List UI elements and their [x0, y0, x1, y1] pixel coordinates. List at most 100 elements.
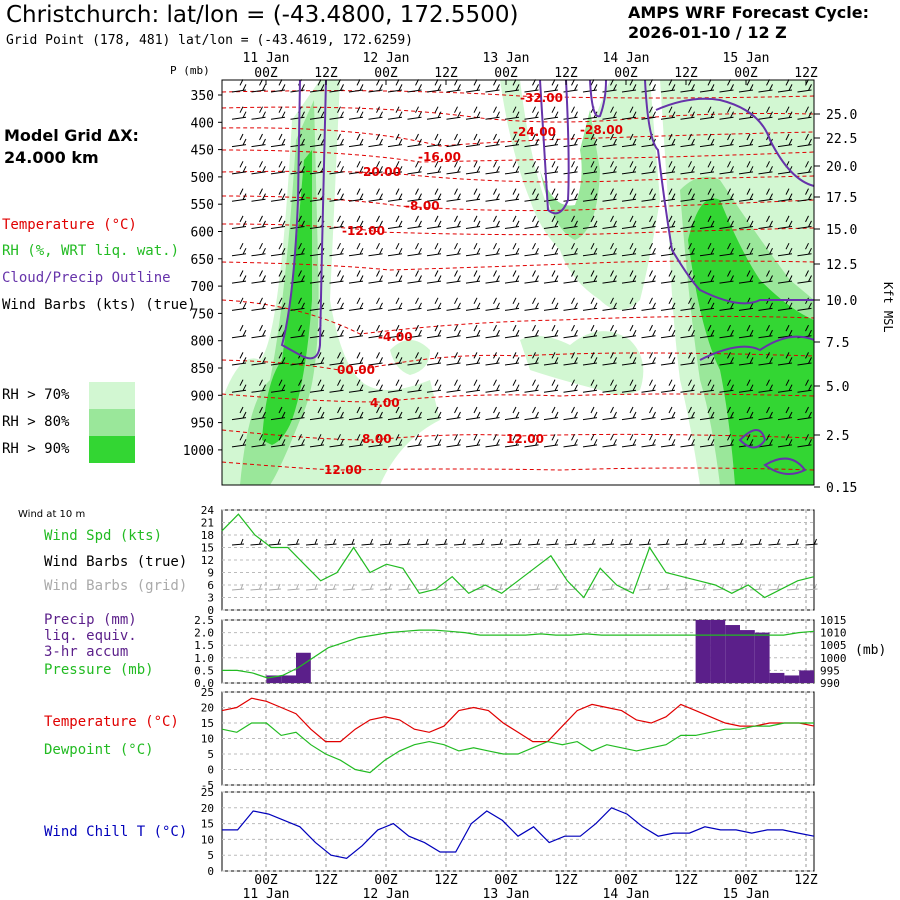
wind-barb — [251, 133, 266, 148]
wind-barb — [368, 133, 383, 148]
wind-barb — [329, 133, 344, 148]
wind-barb — [719, 188, 734, 202]
surface-wind-barb-grid — [398, 583, 411, 591]
wind-barb — [680, 434, 695, 448]
wind-barb — [485, 270, 500, 284]
wind-barb — [738, 188, 754, 202]
wind-barb — [446, 188, 461, 202]
temp-label-minus8: -8.00 — [405, 199, 440, 213]
wind-barb — [504, 297, 520, 311]
temperature-labels: -32.00 -28.00 -24.00 -16.00 -20.00 -8.00… — [324, 91, 623, 477]
wind-barb — [758, 270, 773, 284]
forecast-cycle-label: AMPS WRF Forecast Cycle: — [628, 3, 870, 22]
surface-wind-barb-true — [379, 538, 393, 546]
wind-barb — [699, 434, 715, 448]
wind-barb — [621, 379, 637, 393]
wind-barb — [290, 434, 305, 448]
y-tick-label: 2.0 — [194, 627, 214, 640]
surface-wind-barb-true — [601, 538, 615, 546]
temp-label-12-right: 12.00 — [506, 432, 544, 446]
wind-barb — [368, 297, 383, 311]
wind-barb — [426, 242, 442, 257]
top-hour-label: 00Z — [374, 66, 398, 81]
legend-rh90: RH > 90% — [2, 441, 70, 457]
wind-barb — [368, 242, 383, 257]
wind-barb — [348, 270, 364, 284]
surface-wind-barb-grid — [509, 583, 522, 591]
precip-bar — [695, 620, 711, 683]
wind-barb — [524, 352, 539, 366]
wind-barb — [465, 242, 481, 257]
precip-bar — [740, 630, 755, 683]
wind-barb — [719, 406, 734, 421]
height-tick-label: 2.5 — [826, 429, 849, 444]
wind-barb — [251, 161, 266, 175]
wind-barb — [348, 215, 364, 229]
wind-barb — [680, 242, 695, 257]
wind-barb — [426, 352, 442, 366]
pressure-tick-label: 750 — [191, 307, 214, 322]
wind-barb — [329, 106, 344, 120]
bottom-date-label: 13 Jan — [483, 887, 530, 900]
temp-label-minus20: -20.00 — [358, 165, 401, 179]
wind-barb — [602, 106, 617, 120]
wind-barb — [251, 379, 266, 393]
y-tick-label: 10 — [201, 833, 214, 846]
wind-barb — [641, 242, 656, 257]
wind-barb — [641, 215, 656, 229]
bottom-hour-label: 12Z — [794, 873, 818, 888]
wind-barb — [680, 406, 695, 421]
wind-barb — [758, 352, 773, 366]
wind-barb — [465, 434, 481, 448]
temp-label-4: 4.00 — [370, 396, 400, 410]
wind-barb — [251, 188, 266, 202]
wind-barb — [777, 434, 793, 448]
wind-barb — [563, 324, 578, 339]
wind-barb — [797, 161, 812, 175]
wind-barb — [758, 188, 773, 202]
wind-barb — [446, 161, 461, 175]
wind-barb — [368, 406, 383, 421]
pressure-tick-label: 800 — [191, 335, 214, 350]
pressure-tick-label: 600 — [191, 226, 214, 241]
bottom-date-label: 14 Jan — [603, 887, 650, 900]
surface-wind-barb-grid — [546, 583, 559, 591]
legend-rh80-swatch — [89, 409, 135, 436]
wind-barb — [387, 324, 403, 339]
surface-wind-barb-true — [287, 538, 300, 546]
y2-tick-label: 995 — [820, 664, 840, 677]
wind-barb — [660, 352, 676, 366]
wind-barb — [348, 297, 364, 311]
bottom-hour-label: 12Z — [434, 873, 458, 888]
y-tick-label: 15 — [201, 818, 214, 831]
wind-barb — [504, 106, 520, 120]
y-tick-label: 3 — [207, 592, 214, 605]
wind-barb — [660, 406, 676, 421]
wind-barb — [621, 106, 637, 120]
wind-barb — [582, 215, 598, 229]
wind-barb — [407, 324, 422, 339]
wind-barb — [758, 324, 773, 339]
wind-barb — [543, 324, 559, 339]
y-tick-label: 15 — [201, 717, 214, 730]
wind-barb — [387, 215, 403, 229]
wind-barb — [680, 324, 695, 339]
temp-label-8: 8.00 — [362, 432, 392, 446]
wind-barb — [504, 270, 520, 284]
wind-barb — [524, 434, 539, 448]
wind-barb — [446, 406, 461, 421]
surface-wind-barb-true — [324, 538, 337, 546]
surface-wind-barb-grid — [342, 583, 356, 591]
wind-barb — [251, 434, 266, 448]
surface-wind-barb-grid — [231, 583, 245, 591]
wind-barb — [699, 215, 715, 229]
surface-wind-barb-grid — [749, 583, 763, 591]
surface-wind-barb-grid — [583, 583, 596, 591]
wind-barb — [485, 215, 500, 229]
y2-tick-label: 1015 — [820, 614, 847, 627]
wind-barb — [368, 215, 383, 229]
wind-barb — [485, 352, 500, 366]
wind-barb — [543, 406, 559, 421]
wind-barb — [387, 270, 403, 284]
